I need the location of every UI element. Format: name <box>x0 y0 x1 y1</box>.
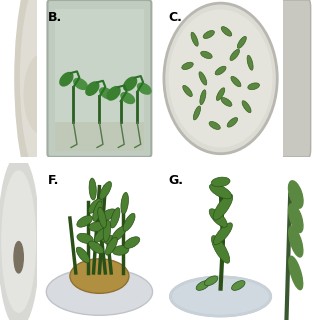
Ellipse shape <box>201 51 212 59</box>
Ellipse shape <box>209 184 232 199</box>
Ellipse shape <box>89 178 96 200</box>
Text: F.: F. <box>47 174 59 187</box>
Ellipse shape <box>211 177 230 187</box>
Ellipse shape <box>138 83 151 94</box>
Ellipse shape <box>242 101 251 113</box>
Bar <box>54 9 144 151</box>
Ellipse shape <box>105 237 117 255</box>
Ellipse shape <box>89 222 105 231</box>
Ellipse shape <box>230 49 239 60</box>
Ellipse shape <box>94 228 108 242</box>
Ellipse shape <box>203 30 214 38</box>
Ellipse shape <box>110 208 120 228</box>
Ellipse shape <box>93 201 102 221</box>
Ellipse shape <box>289 204 303 233</box>
Ellipse shape <box>289 226 303 257</box>
Ellipse shape <box>182 62 193 69</box>
Ellipse shape <box>183 85 192 97</box>
Ellipse shape <box>213 194 233 220</box>
Circle shape <box>169 9 273 148</box>
Text: B.: B. <box>47 11 62 24</box>
Ellipse shape <box>89 241 104 254</box>
Ellipse shape <box>124 77 137 91</box>
Circle shape <box>2 171 36 312</box>
Ellipse shape <box>248 83 260 90</box>
Ellipse shape <box>124 237 140 248</box>
Ellipse shape <box>76 247 90 263</box>
Ellipse shape <box>196 281 210 290</box>
Text: G.: G. <box>169 174 184 187</box>
Ellipse shape <box>103 220 111 242</box>
Ellipse shape <box>289 181 303 208</box>
Ellipse shape <box>121 192 128 214</box>
Text: C.: C. <box>169 11 182 24</box>
Ellipse shape <box>231 76 241 87</box>
Ellipse shape <box>123 213 135 231</box>
Ellipse shape <box>112 246 129 255</box>
Ellipse shape <box>289 256 303 290</box>
Ellipse shape <box>86 82 99 95</box>
Circle shape <box>164 3 277 154</box>
Ellipse shape <box>213 223 232 245</box>
Ellipse shape <box>237 36 246 48</box>
Ellipse shape <box>46 268 153 315</box>
Ellipse shape <box>98 207 107 228</box>
Ellipse shape <box>88 198 102 213</box>
Ellipse shape <box>215 66 226 75</box>
Bar <box>54 122 144 151</box>
Ellipse shape <box>100 181 111 199</box>
Ellipse shape <box>100 88 113 99</box>
Ellipse shape <box>212 236 230 263</box>
FancyBboxPatch shape <box>273 0 311 157</box>
Ellipse shape <box>199 72 207 85</box>
Ellipse shape <box>216 88 225 100</box>
Ellipse shape <box>77 216 92 227</box>
Ellipse shape <box>221 27 232 36</box>
Ellipse shape <box>200 90 206 105</box>
Ellipse shape <box>100 209 116 220</box>
Ellipse shape <box>191 32 198 46</box>
Ellipse shape <box>221 98 232 106</box>
Ellipse shape <box>204 276 218 286</box>
Ellipse shape <box>70 259 129 293</box>
Ellipse shape <box>209 122 220 130</box>
Ellipse shape <box>171 277 271 316</box>
Ellipse shape <box>209 209 227 227</box>
Ellipse shape <box>121 92 134 103</box>
Ellipse shape <box>232 281 245 290</box>
Ellipse shape <box>227 117 238 127</box>
Ellipse shape <box>247 55 253 70</box>
Ellipse shape <box>77 233 93 243</box>
Ellipse shape <box>24 55 58 133</box>
Circle shape <box>20 0 69 180</box>
FancyBboxPatch shape <box>47 0 151 157</box>
Ellipse shape <box>100 235 117 244</box>
Ellipse shape <box>193 106 201 120</box>
Ellipse shape <box>112 226 126 241</box>
Circle shape <box>0 155 39 320</box>
Ellipse shape <box>14 242 23 273</box>
Ellipse shape <box>107 87 120 100</box>
Circle shape <box>15 0 75 204</box>
Ellipse shape <box>74 78 87 89</box>
Ellipse shape <box>60 73 73 86</box>
